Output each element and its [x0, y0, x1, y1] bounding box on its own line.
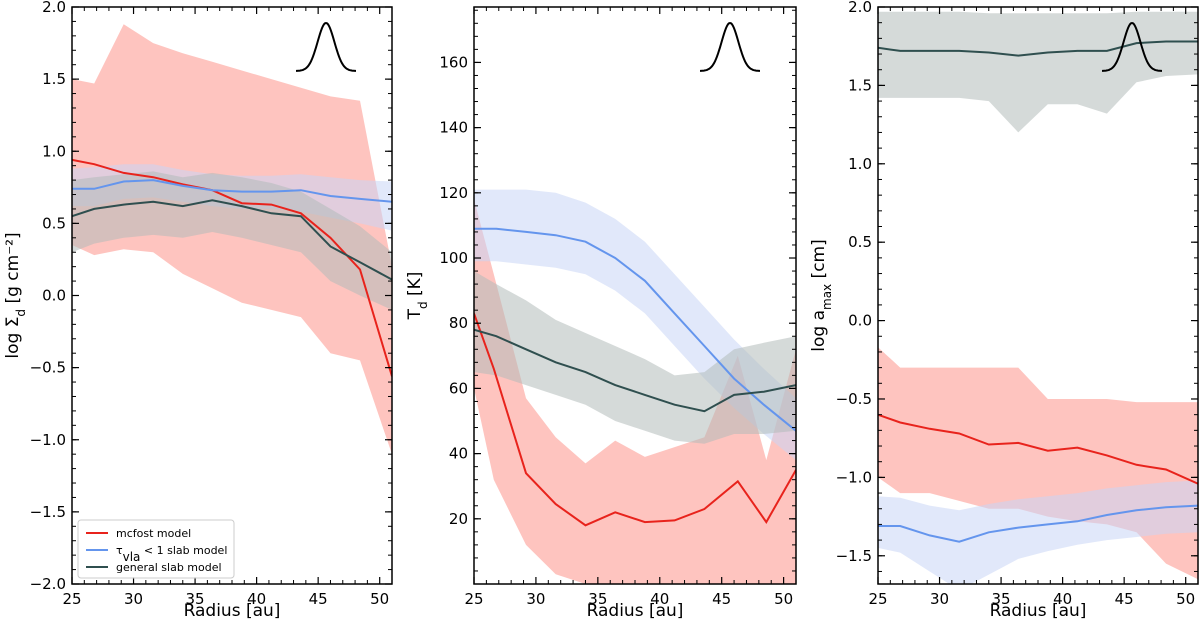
x-tick-label: 30	[930, 590, 949, 608]
y-tick-label: −0.5	[30, 359, 66, 377]
band-slab_general	[474, 271, 796, 444]
panel-2: 25 30 35 40 45 50 20 40 60 80 100 120 140 160 Radius […	[405, 6, 797, 621]
panel-1: 25 30 35 40 45 50 −2.0 −1.5 −1.0 −0.5 0.0 0.5 1.0 1.5…	[3, 0, 393, 621]
x-axis-label: Radius [au]	[587, 601, 684, 621]
legend-label-slab_thin: τvla < 1 slab model	[116, 544, 227, 564]
x-tick-label: 40	[650, 590, 669, 608]
y-tick-label: 0.5	[42, 214, 66, 232]
y-tick-label: 20	[449, 510, 468, 528]
x-tick-label: 30	[526, 590, 545, 608]
y-tick-label: 0.0	[42, 287, 66, 305]
x-tick-label: 30	[124, 590, 143, 608]
y-tick-label: 100	[439, 249, 468, 267]
x-tick-label: 35	[992, 590, 1011, 608]
y-tick-label: 1.5	[42, 70, 66, 88]
beam-profile-icon	[296, 21, 356, 72]
legend-label-slab_general: general slab model	[116, 561, 222, 574]
y-tick-label: 60	[449, 379, 468, 397]
y-tick-label: −1.5	[30, 503, 66, 521]
x-tick-label: 35	[186, 590, 205, 608]
line-slab_thin	[72, 179, 392, 203]
y-tick-label: −2.0	[30, 575, 66, 593]
x-tick-label: 50	[774, 590, 793, 608]
band-mcfost	[474, 199, 796, 584]
x-tick-label: 25	[868, 590, 887, 608]
y-tick-label: 40	[449, 445, 468, 463]
x-tick-label: 25	[62, 590, 81, 608]
line-slab_thin	[474, 227, 796, 432]
band-slab_general	[72, 171, 392, 310]
panel-3: 25 30 35 40 45 50 −1.5 −1.0 −0.5 0.0 0.5 1.0 1.5 2.0 R…	[809, 0, 1199, 621]
x-tick-label: 25	[464, 590, 483, 608]
y-axis-label: Td [K]	[405, 272, 430, 321]
y-axis-label: log amax [cm]	[809, 239, 834, 351]
y-tick-label: −1.0	[30, 431, 66, 449]
y-tick-label: −0.5	[836, 390, 872, 408]
x-tick-label: 40	[247, 590, 266, 608]
y-tick-label: 1.0	[42, 142, 66, 160]
x-tick-label: 45	[712, 590, 731, 608]
x-axis-label: Radius [au]	[990, 601, 1087, 621]
beam-profile-icon	[700, 21, 760, 72]
y-tick-label: 1.0	[848, 155, 872, 173]
legend-box	[77, 519, 235, 579]
y-tick-label: 80	[449, 314, 468, 332]
band-mcfost	[72, 24, 392, 455]
y-tick-label: 120	[439, 184, 468, 202]
x-tick-label: 50	[1176, 590, 1195, 608]
y-tick-label: 1.5	[848, 76, 872, 94]
x-tick-label: 45	[1115, 590, 1134, 608]
y-tick-label: 140	[439, 119, 468, 137]
line-slab_general	[474, 328, 796, 413]
y-tick-label: 0.0	[848, 312, 872, 330]
x-tick-label: 50	[370, 590, 389, 608]
x-tick-label: 45	[309, 590, 328, 608]
line-mcfost	[878, 413, 1198, 485]
y-tick-label: 2.0	[848, 0, 872, 16]
x-tick-label: 35	[588, 590, 607, 608]
band-slab_general	[878, 11, 1198, 133]
y-tick-label: 0.5	[848, 233, 872, 251]
beam-profile-icon	[1102, 21, 1162, 72]
x-axis-label: Radius [au]	[184, 601, 281, 621]
y-tick-label: 2.0	[42, 0, 66, 16]
legend-label-mcfost: mcfost model	[116, 527, 191, 540]
line-mcfost	[72, 158, 392, 377]
x-tick-label: 40	[1053, 590, 1072, 608]
line-mcfost	[474, 313, 796, 527]
line-slab_general	[72, 199, 392, 281]
band-slab_thin	[878, 480, 1198, 584]
y-axis-label: log Σd [g cm⁻²]	[3, 232, 28, 358]
band-slab_thin	[474, 189, 796, 461]
y-tick-label: −1.5	[836, 547, 872, 565]
y-tick-label: −1.0	[836, 468, 872, 486]
y-tick-label: 160	[439, 53, 468, 71]
line-slab_thin	[878, 504, 1198, 543]
